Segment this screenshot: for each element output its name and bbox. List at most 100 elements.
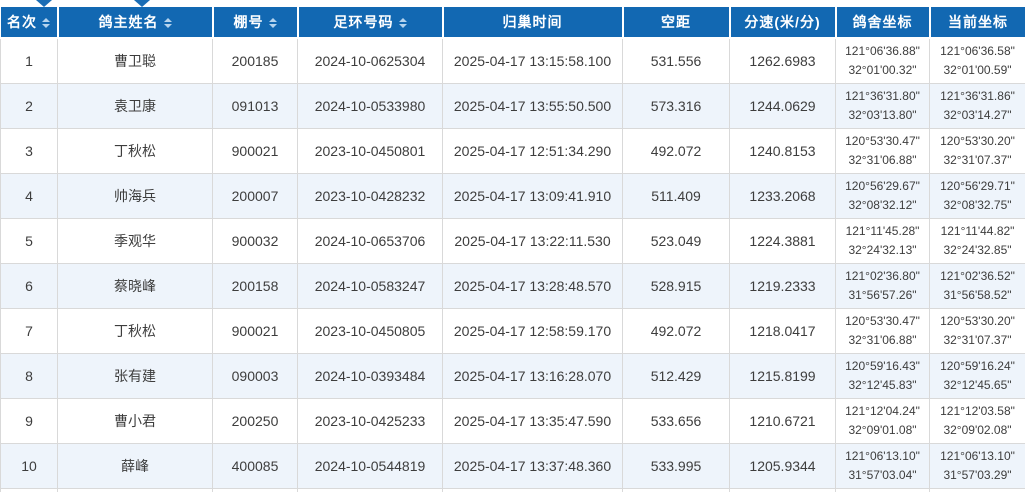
col-header-loft-no[interactable]: 棚号 xyxy=(212,7,299,39)
col-header-label: 足环号码 xyxy=(333,14,394,30)
cell-current-coord: 121°12'03.58" 32°09'02.08" xyxy=(929,398,1025,444)
cell-loft-coord: 121°06'13.10" 31°57'03.04" xyxy=(835,443,930,489)
col-header-label: 当前坐标 xyxy=(948,14,1008,30)
cell-speed: 1219.2333 xyxy=(729,263,836,309)
coord-line: 121°06'36.58" xyxy=(940,44,1015,58)
cell-rank: 9 xyxy=(0,398,58,444)
coord-line: 32°03'13.80" xyxy=(848,108,917,122)
coord-line: 121°06'36.88" xyxy=(845,44,920,58)
coord-line: 32°31'07.37" xyxy=(943,153,1012,167)
coord-line: 120°53'30.47" xyxy=(845,314,920,328)
cell-rank: 2 xyxy=(0,83,58,129)
table-row: 4 帅海兵 200007 2023-10-0428232 2025-04-17 13:0… xyxy=(0,173,1025,219)
cell-rank: 10 xyxy=(0,443,58,489)
coord-line: 32°01'00.32" xyxy=(848,63,917,77)
coord-line: 32°08'32.75" xyxy=(943,198,1012,212)
cell-ring-no: 2024-10-0393484 xyxy=(297,353,443,399)
cell-empty xyxy=(0,488,58,492)
coord-line: 120°56'29.71" xyxy=(940,179,1015,193)
cell-distance: 533.656 xyxy=(622,398,730,444)
cell-empty xyxy=(57,488,213,492)
coord-line: 120°59'16.43" xyxy=(845,359,920,373)
cell-empty xyxy=(212,488,298,492)
cell-current-coord: 120°53'30.20" 32°31'07.37" xyxy=(929,128,1025,174)
cell-distance: 533.995 xyxy=(622,443,730,489)
cell-loft-no: 400085 xyxy=(212,443,298,489)
coord-line: 121°02'36.52" xyxy=(940,269,1015,283)
col-header-homing-time: 归巢时间 xyxy=(442,7,624,39)
cell-rank: 7 xyxy=(0,308,58,354)
cell-owner: 袁卫康 xyxy=(57,83,213,129)
cell-loft-coord: 121°36'31.80" 32°03'13.80" xyxy=(835,83,930,129)
cell-owner: 张有建 xyxy=(57,353,213,399)
cell-loft-no: 200158 xyxy=(212,263,298,309)
sort-icon xyxy=(268,18,277,29)
cell-homing-time: 2025-04-17 12:58:59.170 xyxy=(442,308,623,354)
col-header-label: 分速(米/分) xyxy=(744,14,821,30)
cell-current-coord: 121°36'31.86" 32°03'14.27" xyxy=(929,83,1025,129)
cell-ring-no: 2024-10-0625304 xyxy=(297,38,443,84)
cell-homing-time: 2025-04-17 13:28:48.570 xyxy=(442,263,623,309)
table-row: 9 曹小君 200250 2023-10-0425233 2025-04-17 13:3… xyxy=(0,398,1025,444)
col-header-label: 归巢时间 xyxy=(502,14,563,30)
cell-speed: 1233.2068 xyxy=(729,173,836,219)
cell-empty xyxy=(929,488,1025,492)
col-header-rank[interactable]: 名次 xyxy=(0,7,59,39)
col-header-owner[interactable]: 鸽主姓名 xyxy=(57,7,214,39)
col-header-current-coord: 当前坐标 xyxy=(929,7,1025,39)
chevron-down-icon[interactable] xyxy=(36,0,52,7)
table-row: 6 蔡晓峰 200158 2024-10-0583247 2025-04-17 13:2… xyxy=(0,263,1025,309)
coord-line: 32°24'32.85" xyxy=(943,243,1012,257)
cell-homing-time: 2025-04-17 13:16:28.070 xyxy=(442,353,623,399)
table-header-row: 名次 鸽主姓名 棚号 足环号码 归巢时间 空距 分速(米/分) 鸽舍坐标 当前坐标 xyxy=(0,7,1025,39)
cell-loft-coord: 121°12'04.24" 32°09'01.08" xyxy=(835,398,930,444)
table-row: 2 袁卫康 091013 2024-10-0533980 2025-04-17 13:5… xyxy=(0,83,1025,129)
coord-line: 32°12'45.83" xyxy=(848,378,917,392)
cell-speed: 1240.8153 xyxy=(729,128,836,174)
coord-line: 32°31'06.88" xyxy=(848,333,917,347)
coord-line: 31°57'03.04" xyxy=(848,468,917,482)
coord-line: 121°12'04.24" xyxy=(845,404,920,418)
coord-line: 32°31'07.37" xyxy=(943,333,1012,347)
cell-empty xyxy=(835,488,930,492)
cell-ring-no: 2023-10-0450805 xyxy=(297,308,443,354)
cell-speed: 1215.8199 xyxy=(729,353,836,399)
cell-loft-no: 900021 xyxy=(212,308,298,354)
cell-empty xyxy=(442,488,623,492)
coord-line: 121°11'45.28" xyxy=(845,224,920,238)
coord-line: 121°06'13.10" xyxy=(845,449,920,463)
cell-owner: 丁秋松 xyxy=(57,308,213,354)
col-header-label: 空距 xyxy=(661,14,691,30)
cell-homing-time: 2025-04-17 13:37:48.360 xyxy=(442,443,623,489)
cell-distance: 492.072 xyxy=(622,308,730,354)
cell-empty xyxy=(729,488,836,492)
cell-ring-no: 2023-10-0425233 xyxy=(297,398,443,444)
partial-next-row xyxy=(0,488,1025,492)
coord-line: 121°36'31.80" xyxy=(845,89,920,103)
cell-current-coord: 121°06'36.58" 32°01'00.59" xyxy=(929,38,1025,84)
top-strip xyxy=(0,0,1025,7)
cell-ring-no: 2023-10-0428232 xyxy=(297,173,443,219)
chevron-down-icon[interactable] xyxy=(134,0,150,7)
coord-line: 120°53'30.20" xyxy=(940,134,1015,148)
col-header-label: 鸽主姓名 xyxy=(98,14,159,30)
cell-rank: 1 xyxy=(0,38,58,84)
cell-owner: 薛峰 xyxy=(57,443,213,489)
cell-current-coord: 121°11'44.82" 32°24'32.85" xyxy=(929,218,1025,264)
cell-distance: 523.049 xyxy=(622,218,730,264)
cell-homing-time: 2025-04-17 12:51:34.290 xyxy=(442,128,623,174)
coord-line: 32°12'45.65" xyxy=(943,378,1012,392)
cell-loft-no: 090003 xyxy=(212,353,298,399)
cell-current-coord: 120°53'30.20" 32°31'07.37" xyxy=(929,308,1025,354)
cell-ring-no: 2023-10-0450801 xyxy=(297,128,443,174)
cell-homing-time: 2025-04-17 13:15:58.100 xyxy=(442,38,623,84)
cell-loft-coord: 120°59'16.43" 32°12'45.83" xyxy=(835,353,930,399)
cell-loft-no: 200185 xyxy=(212,38,298,84)
coord-line: 121°36'31.86" xyxy=(940,89,1015,103)
col-header-ring-no[interactable]: 足环号码 xyxy=(297,7,444,39)
col-header-label: 鸽舍坐标 xyxy=(852,14,913,30)
cell-current-coord: 120°59'16.24" 32°12'45.65" xyxy=(929,353,1025,399)
cell-loft-coord: 121°02'36.80" 31°56'57.26" xyxy=(835,263,930,309)
cell-rank: 3 xyxy=(0,128,58,174)
